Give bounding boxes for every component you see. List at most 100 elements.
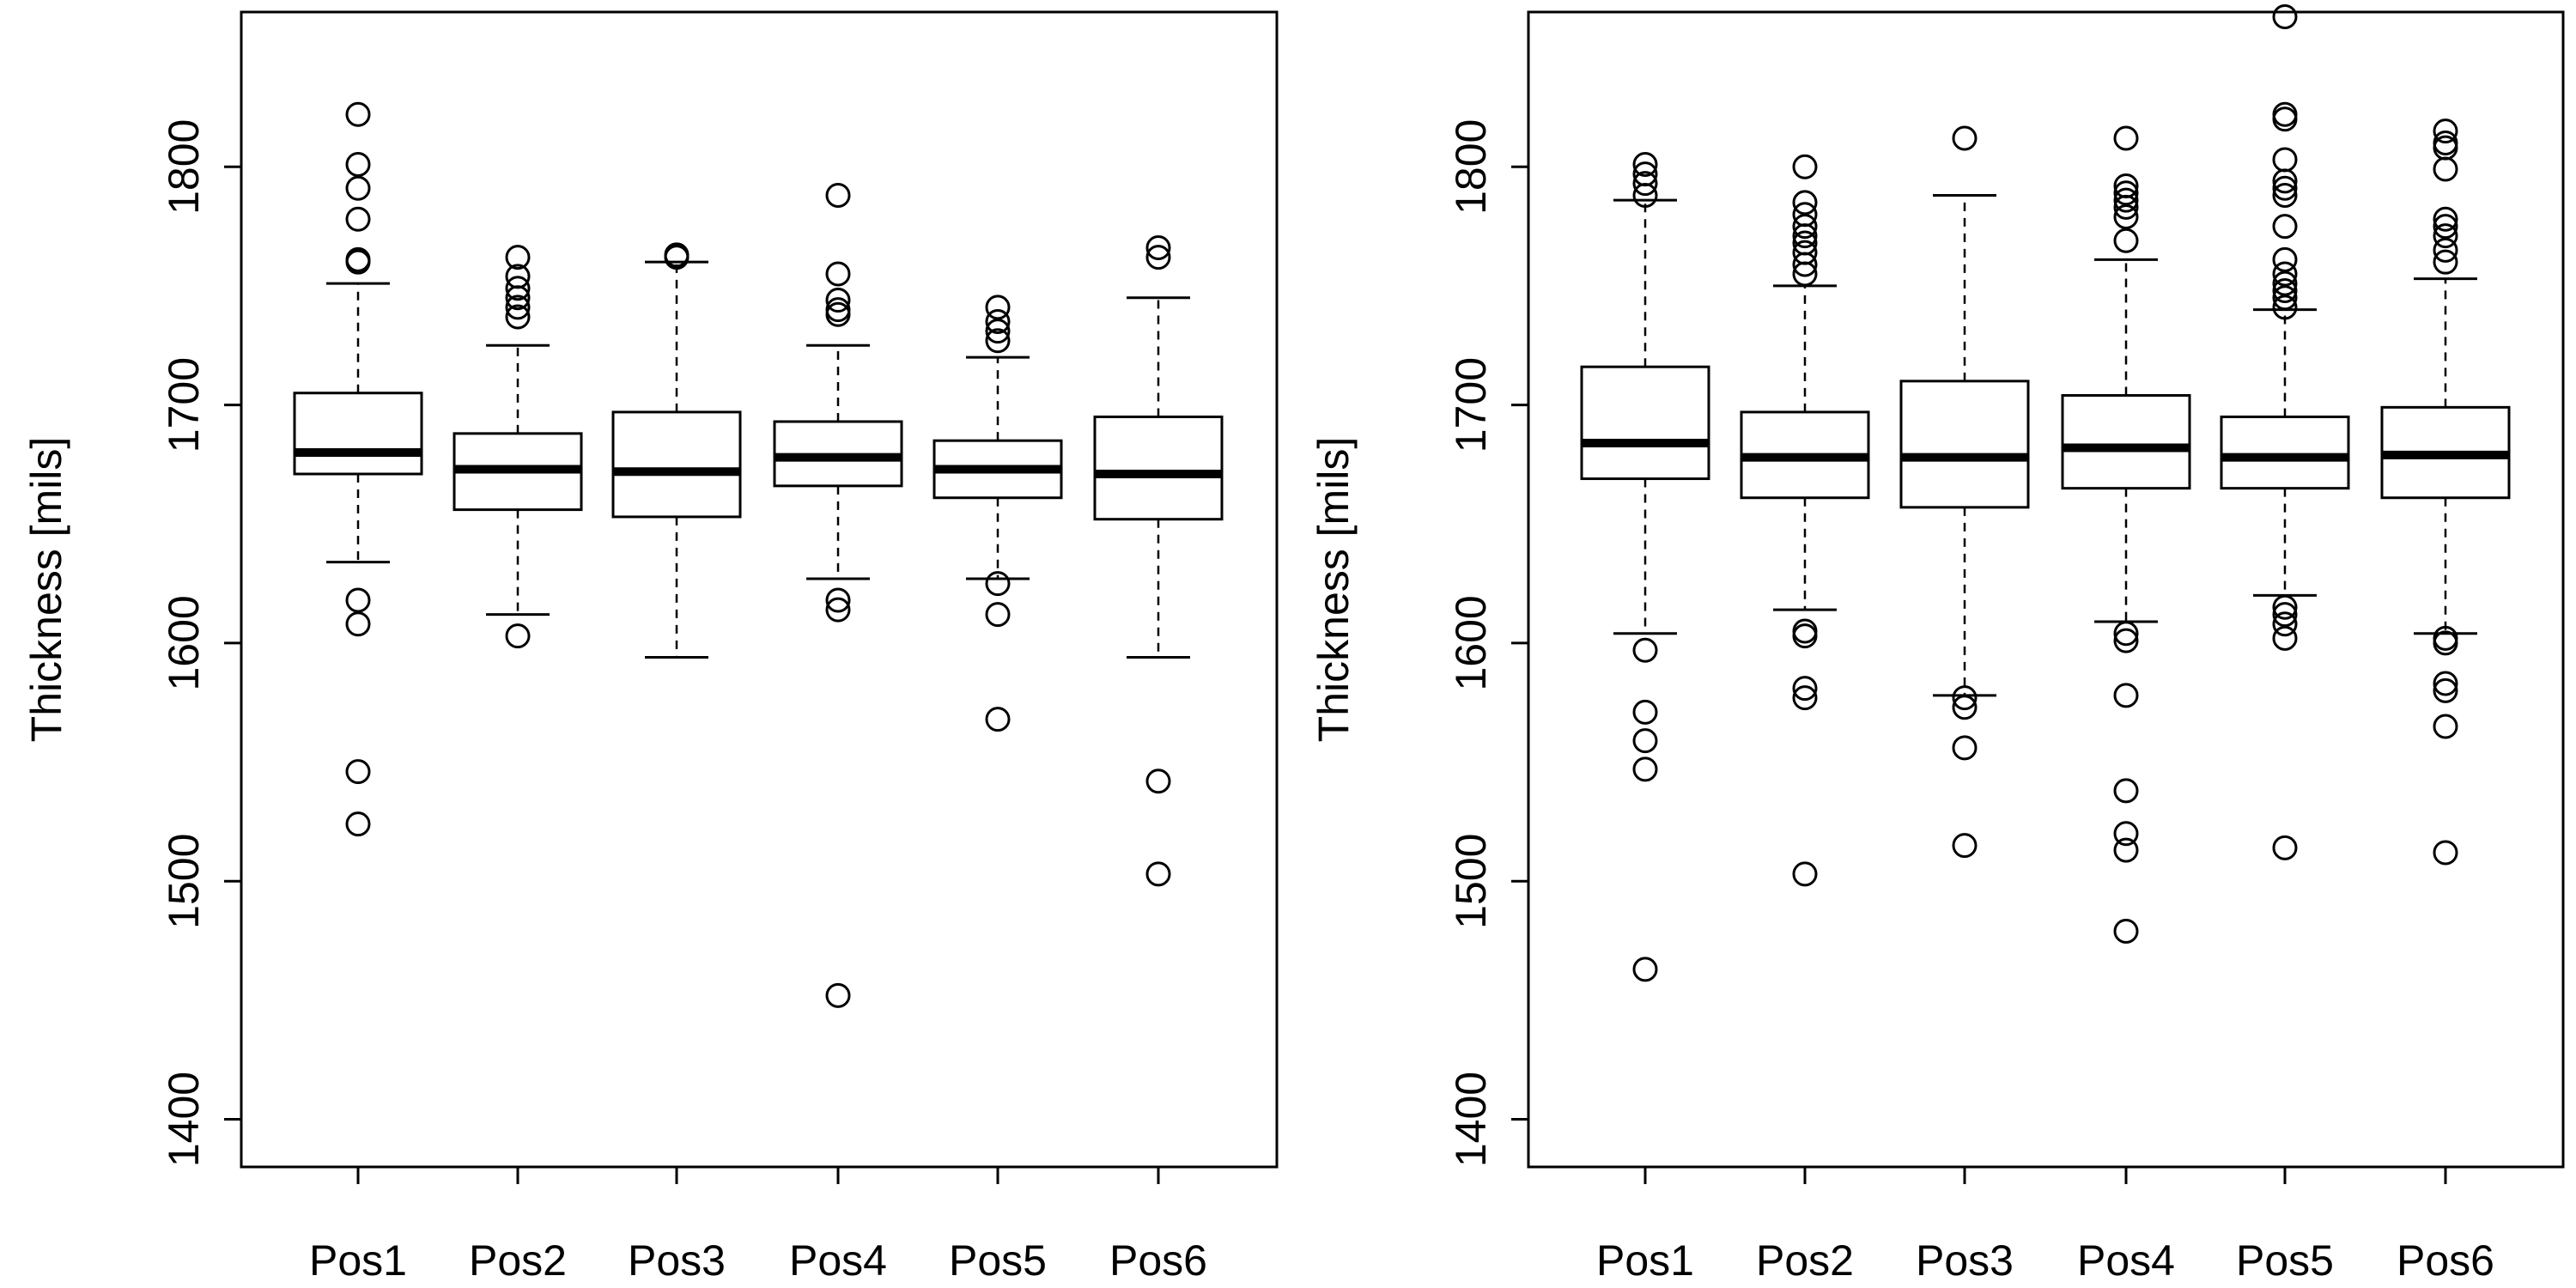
outlier-point [2113,228,2139,253]
outlier-point [2433,223,2458,249]
outlier-point [2113,180,2139,206]
outlier-point [1952,125,1978,151]
right-boxplot-panel: 1400 1500 1600 1700 1800 Thickness [mils] Pos1… [1309,4,2565,1285]
x-tick-label: Pos3 [628,1236,726,1285]
outlier-point [2272,183,2298,209]
box-pos3 [1899,125,2030,859]
outlier-point [2272,285,2298,311]
outlier-point [2113,204,2139,229]
outlier-point [1632,699,1658,725]
outlier-point [985,319,1011,344]
outlier-point [2113,918,2139,944]
outlier-point [2272,168,2298,194]
outlier-point [345,175,371,201]
outlier-point [2272,214,2298,240]
box-pos1 [1580,151,1710,982]
outlier-point [1952,735,1978,761]
outlier-point [825,597,851,623]
outlier-point [2272,611,2298,637]
outlier-point [1952,695,1978,720]
box-pos2 [453,245,583,649]
x-tick-label: Pos5 [2236,1236,2334,1285]
box-pos4 [773,183,903,1008]
outlier-point [345,249,371,275]
y-tick-label: 1700 [160,357,208,453]
outlier-point [1792,685,1818,711]
outlier-point [2433,214,2458,240]
iqr-box [1580,365,1710,481]
outlier-point [825,982,851,1008]
y-tick-label: 1500 [160,834,208,929]
plot-frame [1527,10,2565,1169]
outlier-point [1632,756,1658,782]
y-tick-label: 1600 [1447,595,1495,690]
outlier-point [1792,623,1818,649]
outlier-point [2272,147,2298,173]
iqr-box [293,392,423,476]
x-tick-label: Pos2 [469,1236,567,1285]
box-pos6 [2380,118,2511,866]
outlier-point [1792,223,1818,249]
outlier-point [2433,156,2458,182]
outlier-point [2433,625,2458,651]
outlier-point [664,245,690,270]
outlier-point [985,571,1011,597]
outlier-point [1792,214,1818,240]
outlier-point [1792,861,1818,887]
outlier-point [825,183,851,209]
outlier-point [2113,821,2139,847]
outlier-point [1792,190,1818,216]
outlier-point [2113,837,2139,863]
outlier-point [505,304,531,330]
outlier-point [2433,206,2458,232]
outlier-point [345,151,371,177]
outlier-point [2272,261,2298,287]
outlier-point [2113,125,2139,151]
outlier-point [1145,245,1171,270]
outlier-point [2433,840,2458,866]
y-tick-label: 1800 [160,119,208,215]
y-tick-label: 1400 [1447,1072,1495,1167]
x-tick-label: Pos4 [2077,1236,2175,1285]
outlier-point [2113,628,2139,653]
outlier-point [2272,246,2298,272]
y-axis-label: Thickness [mils] [22,437,70,743]
outlier-point [2113,778,2139,804]
outlier-point [2272,295,2298,320]
outlier-point [2113,194,2139,220]
x-tick-label: Pos3 [1916,1236,2014,1285]
outlier-point [1145,235,1171,261]
x-tick-label: Pos4 [789,1236,887,1285]
outlier-point [2433,671,2458,696]
outlier-point [985,602,1011,628]
y-tick-label: 1600 [160,595,208,690]
outlier-point [505,245,531,270]
x-tick-label: Pos6 [2397,1236,2494,1285]
y-tick-label: 1700 [1447,357,1495,453]
outlier-point [2272,106,2298,132]
outlier-point [2433,135,2458,161]
outlier-point [1792,261,1818,287]
x-tick-label: Pos1 [1596,1236,1694,1285]
box-pos5 [2220,4,2350,860]
outlier-point [2113,621,2139,647]
outlier-point [2272,101,2298,127]
outlier-point [1952,833,1978,859]
outlier-point [1792,154,1818,179]
outlier-point [1792,676,1818,702]
outlier-point [985,295,1011,320]
y-tick-label: 1500 [1447,834,1495,929]
plot-frame [240,10,1279,1169]
x-tick-label: Pos6 [1109,1236,1207,1285]
outlier-point [825,587,851,613]
outlier-point [345,206,371,232]
outlier-point [2433,237,2458,263]
outlier-point [2272,835,2298,860]
outlier-point [985,328,1011,354]
outlier-point [2272,270,2298,296]
box-pos5 [933,295,1063,732]
outlier-point [505,276,531,301]
outlier-point [1792,618,1818,644]
outlier-point [2433,714,2458,739]
